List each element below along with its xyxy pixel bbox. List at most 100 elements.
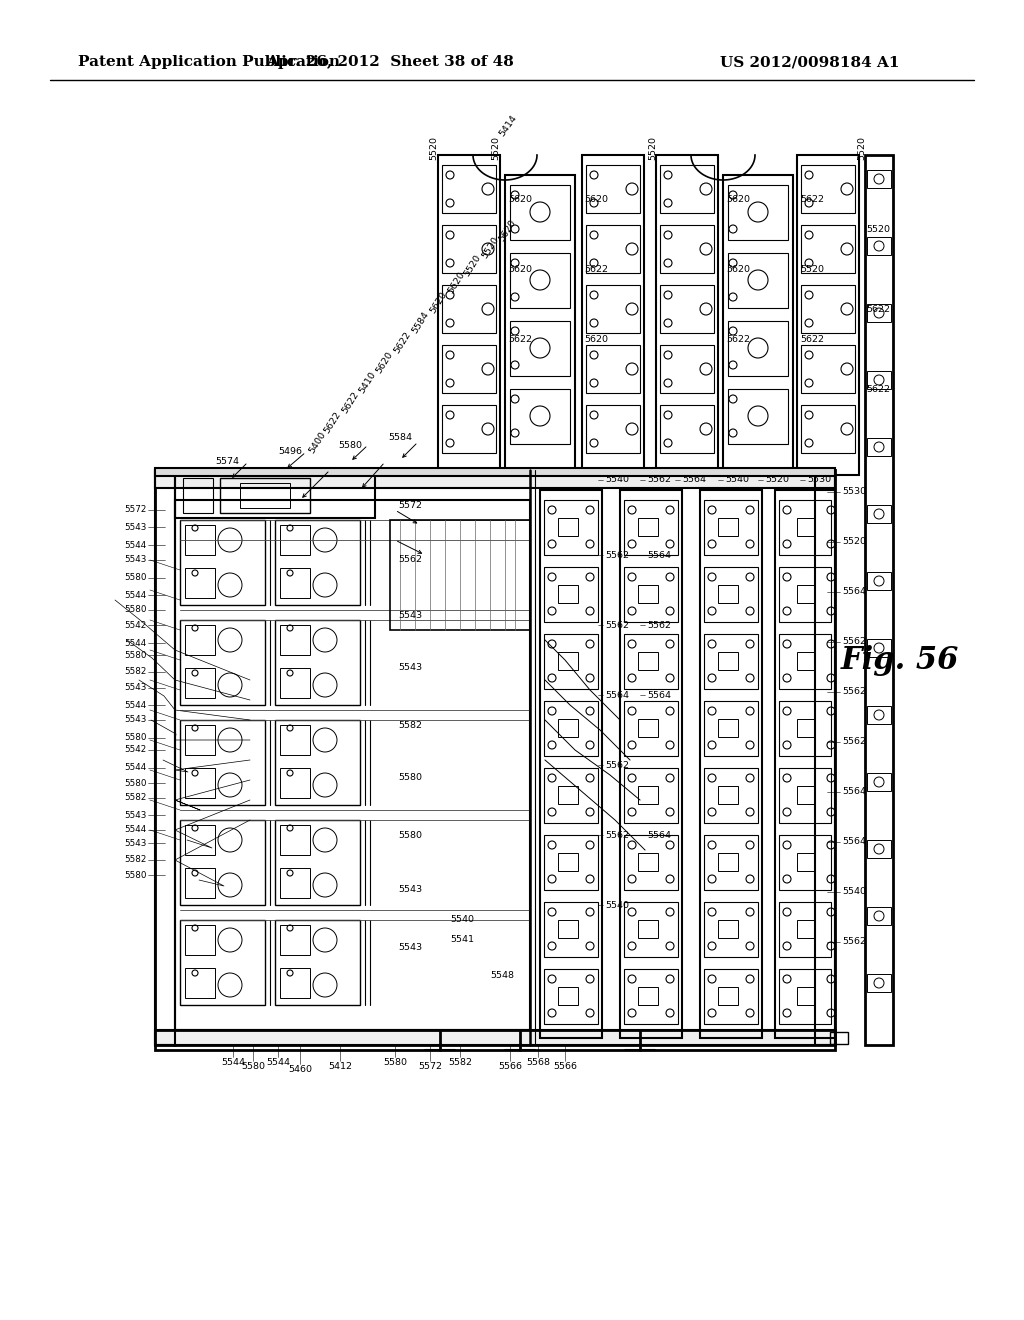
Text: 5544: 5544	[221, 1059, 245, 1067]
Text: 5622: 5622	[340, 389, 360, 414]
Bar	[705, 634, 758, 689]
Bar	[638, 920, 658, 939]
Bar	[624, 500, 678, 554]
Text: 5562: 5562	[605, 620, 629, 630]
Text: 5562: 5562	[605, 760, 629, 770]
Bar	[586, 345, 640, 393]
Text: 5520: 5520	[429, 136, 438, 160]
Text: 5543: 5543	[398, 944, 422, 953]
Text: 5622: 5622	[800, 195, 824, 205]
Bar	[867, 639, 891, 657]
Text: 5568: 5568	[526, 1059, 550, 1067]
Bar	[638, 517, 658, 536]
Text: 5544: 5544	[125, 639, 147, 648]
Text: 5540: 5540	[842, 887, 866, 896]
Text: 5580: 5580	[338, 441, 362, 450]
Text: 5574: 5574	[215, 458, 239, 466]
Bar	[544, 768, 598, 822]
Text: 5400: 5400	[307, 430, 328, 455]
Bar	[718, 785, 738, 804]
Bar	[867, 371, 891, 389]
Text: 5566: 5566	[498, 1063, 522, 1071]
Bar	[185, 869, 215, 898]
Bar	[620, 490, 682, 1038]
Text: 5572: 5572	[398, 500, 422, 510]
Text: 5562: 5562	[842, 688, 866, 697]
Text: 5622: 5622	[584, 265, 608, 275]
Bar	[185, 668, 215, 698]
Bar	[510, 253, 570, 308]
Bar	[705, 969, 758, 1024]
Bar	[867, 974, 891, 993]
Bar	[705, 568, 758, 622]
Text: 5564: 5564	[842, 587, 866, 597]
Bar	[280, 725, 310, 755]
Bar	[180, 620, 265, 705]
Text: 5543: 5543	[125, 556, 147, 565]
Bar	[180, 520, 265, 605]
Bar	[867, 572, 891, 590]
Text: 5412: 5412	[328, 1063, 352, 1071]
Text: 5543: 5543	[125, 810, 147, 820]
Text: 5622: 5622	[866, 385, 890, 395]
Text: 5582: 5582	[398, 721, 422, 730]
Bar	[586, 224, 640, 273]
Text: 5544: 5544	[125, 590, 147, 599]
Bar	[718, 585, 738, 603]
Bar	[830, 1032, 848, 1044]
Bar	[801, 165, 855, 213]
Text: 5541: 5541	[450, 936, 474, 945]
Bar	[544, 902, 598, 957]
Text: 5566: 5566	[553, 1063, 577, 1071]
Bar	[175, 500, 530, 1030]
Bar	[705, 500, 758, 554]
Text: 5544: 5544	[125, 701, 147, 710]
Bar	[638, 652, 658, 671]
Bar	[638, 987, 658, 1005]
Text: 5520: 5520	[463, 253, 482, 279]
Text: 5564: 5564	[647, 690, 671, 700]
Bar	[280, 825, 310, 855]
Bar	[185, 568, 215, 598]
Text: 5530: 5530	[807, 475, 831, 484]
Bar	[544, 634, 598, 689]
Bar	[280, 925, 310, 954]
Text: 5582: 5582	[125, 793, 147, 803]
Bar	[718, 719, 738, 737]
Bar	[544, 568, 598, 622]
Bar	[624, 902, 678, 957]
Bar	[705, 701, 758, 756]
Bar	[510, 389, 570, 444]
Bar	[442, 165, 496, 213]
Bar	[779, 500, 831, 554]
Bar	[801, 405, 855, 453]
Bar	[558, 785, 578, 804]
Text: 5580: 5580	[125, 651, 147, 660]
Text: 5622: 5622	[726, 335, 750, 345]
Text: 5622: 5622	[508, 335, 532, 345]
Text: 5562: 5562	[647, 475, 671, 484]
Bar	[582, 154, 644, 475]
Bar	[801, 285, 855, 333]
Bar	[638, 585, 658, 603]
Bar	[718, 853, 738, 871]
Bar	[705, 902, 758, 957]
Bar	[505, 176, 575, 475]
Text: 5520: 5520	[800, 265, 824, 275]
Bar	[728, 389, 788, 444]
Text: 5620: 5620	[508, 265, 532, 275]
Text: 5620: 5620	[584, 335, 608, 345]
Bar	[723, 176, 793, 475]
Text: 5520: 5520	[765, 475, 790, 484]
Bar	[775, 490, 835, 1038]
Bar	[660, 165, 714, 213]
Text: 5580: 5580	[125, 734, 147, 742]
Bar	[155, 1030, 835, 1049]
Bar	[797, 785, 815, 804]
Text: 5584: 5584	[388, 433, 412, 442]
Bar	[867, 774, 891, 791]
Text: 5540: 5540	[605, 475, 629, 484]
Bar	[185, 624, 215, 655]
Bar	[705, 768, 758, 822]
Bar	[700, 490, 762, 1038]
